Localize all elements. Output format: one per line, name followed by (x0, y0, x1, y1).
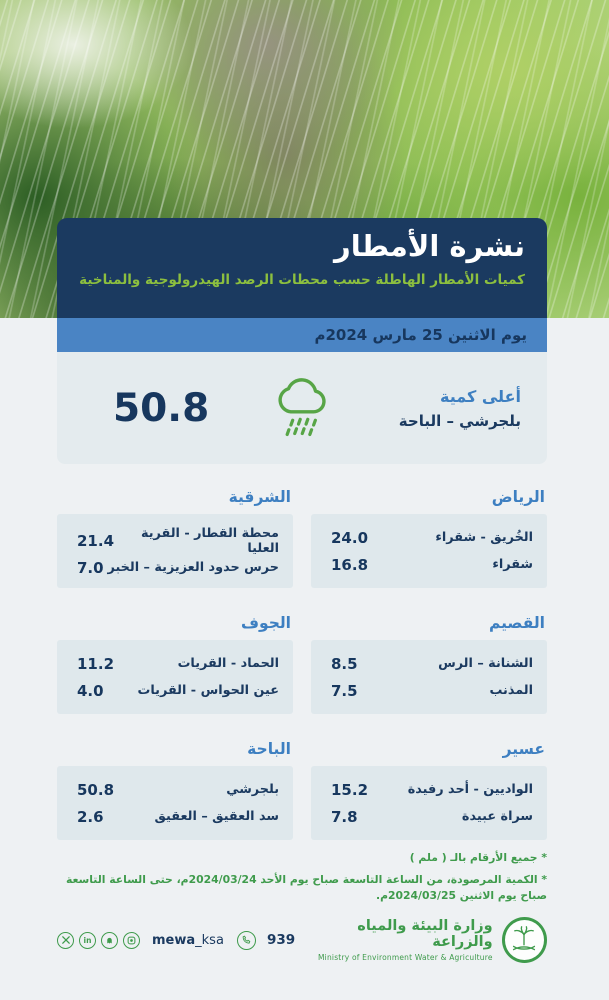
highlight-card: أعلى كمية بلجرشي – الباحة 50.8 (57, 352, 547, 464)
station-row: المذنب 7.5 (325, 682, 533, 700)
ministry-name-arabic: وزارة البيئة والمياه والزراعة (357, 918, 493, 950)
station-value: 24.0 (331, 528, 369, 547)
station-name: سد العقيق – العقيق (154, 809, 279, 824)
station-name: الشنانة – الرس (438, 656, 533, 671)
station-row: الحماد - القريات 11.2 (71, 655, 279, 673)
social-group: in mewa_ksa 939 (57, 930, 296, 950)
station-row: محطة القطار - القرية العليا 21.4 (71, 526, 279, 556)
footnote-units: * جميع الأرقام بالـ ( ملم ) (409, 851, 547, 864)
region-title: الرياض (491, 488, 545, 506)
phone-icon (236, 930, 256, 950)
phone-number: 939 (266, 932, 296, 948)
x-icon[interactable] (57, 931, 74, 949)
footnote-period: * الكمية المرصودة، من الساعة التاسعة صبا… (65, 872, 547, 903)
ministry-name-english: Ministry of Environment Water & Agricult… (318, 953, 493, 962)
social-handle[interactable]: mewa_ksa (152, 933, 224, 948)
station-name: المذنب (489, 683, 533, 698)
station-value: 2.6 (77, 807, 104, 826)
station-value: 21.4 (77, 531, 115, 550)
region-title: القصيم (488, 614, 545, 632)
region-eastern: الشرقية محطة القطار - القرية العليا 21.4… (57, 488, 293, 588)
region-riyadh: الرياض الخُريق - شقراء 24.0 شقراء 16.8 (311, 488, 547, 588)
station-value: 8.5 (331, 654, 358, 673)
footer: in mewa_ksa 939 وزارة البيئة والمياه وال… (57, 912, 547, 968)
date-bar: يوم الاثنين 25 مارس 2024م (57, 318, 547, 352)
highlight-text: أعلى كمية بلجرشي – الباحة (399, 387, 521, 430)
region-card: الواديين - أحد رفيدة 15.2 سراة عبيدة 7.8 (311, 766, 547, 840)
station-name: محطة القطار - القرية العليا (140, 525, 279, 556)
region-title: الشرقية (228, 488, 291, 506)
snapchat-icon[interactable] (101, 931, 118, 949)
region-card: الخُريق - شقراء 24.0 شقراء 16.8 (311, 514, 547, 588)
station-value: 4.0 (77, 681, 104, 700)
page-title: نشرة الأمطار (334, 229, 525, 263)
station-value: 50.8 (77, 780, 115, 799)
instagram-icon[interactable] (123, 931, 140, 949)
station-value: 7.0 (77, 558, 104, 577)
station-value: 7.5 (331, 681, 358, 700)
region-title: عسير (502, 740, 545, 758)
region-qassim: القصيم الشنانة – الرس 8.5 المذنب 7.5 (311, 614, 547, 714)
station-value: 16.8 (331, 555, 369, 574)
station-row: عين الحواس - القريات 4.0 (71, 682, 279, 700)
station-name: الحماد - القريات (177, 656, 279, 671)
cloud-rain-icon (270, 375, 338, 441)
station-row: الواديين - أحد رفيدة 15.2 (325, 781, 533, 799)
station-row: الخُريق - شقراء 24.0 (325, 529, 533, 547)
station-row: سد العقيق – العقيق 2.6 (71, 808, 279, 826)
region-card: الحماد - القريات 11.2 عين الحواس - القري… (57, 640, 293, 714)
station-name: بلجرشي (226, 782, 279, 797)
station-name: سراة عبيدة (461, 809, 533, 824)
station-value: 15.2 (331, 780, 369, 799)
title-panel: نشرة الأمطار كميات الأمطار الهاطلة حسب م… (57, 218, 547, 318)
region-title: الباحة (247, 740, 291, 758)
highlight-station: بلجرشي – الباحة (398, 411, 521, 430)
page-subtitle: كميات الأمطار الهاطلة حسب محطات الرصد ال… (79, 271, 525, 288)
handle-bold: mewa (152, 932, 196, 948)
region-card: محطة القطار - القرية العليا 21.4 حرس حدو… (57, 514, 293, 588)
footnotes: * جميع الأرقام بالـ ( ملم ) * الكمية الم… (57, 850, 547, 910)
highlight-label: أعلى كمية (440, 386, 521, 406)
station-row: الشنانة – الرس 8.5 (325, 655, 533, 673)
region-card: بلجرشي 50.8 سد العقيق – العقيق 2.6 (57, 766, 293, 840)
station-row: شقراء 16.8 (325, 556, 533, 574)
region-jouf: الجوف الحماد - القريات 11.2 عين الحواس -… (57, 614, 293, 714)
station-value: 11.2 (77, 654, 115, 673)
station-name: شقراء (492, 557, 533, 572)
region-title: الجوف (240, 614, 291, 632)
station-value: 7.8 (331, 807, 358, 826)
station-row: حرس حدود العزيزية – الخبر 7.0 (71, 559, 279, 577)
ministry-text: وزارة البيئة والمياه والزراعة Ministry o… (295, 918, 493, 962)
regions-grid: الرياض الخُريق - شقراء 24.0 شقراء 16.8 ا… (57, 488, 547, 840)
handle-rest: _ksa (195, 932, 224, 948)
station-name: الواديين - أحد رفيدة (407, 782, 533, 797)
region-asir: عسير الواديين - أحد رفيدة 15.2 سراة عبيد… (311, 740, 547, 840)
rainy-foliage-photo (0, 0, 609, 318)
station-row: بلجرشي 50.8 (71, 781, 279, 799)
station-name: الخُريق - شقراء (435, 530, 533, 545)
ministry-logo-group: وزارة البيئة والمياه والزراعة Ministry o… (295, 917, 547, 963)
station-name: حرس حدود العزيزية – الخبر (107, 560, 279, 575)
region-card: الشنانة – الرس 8.5 المذنب 7.5 (311, 640, 547, 714)
station-name: عين الحواس - القريات (137, 683, 279, 698)
ministry-emblem-icon (501, 917, 547, 963)
region-baha: الباحة بلجرشي 50.8 سد العقيق – العقيق 2.… (57, 740, 293, 840)
station-row: سراة عبيدة 7.8 (325, 808, 533, 826)
linkedin-icon[interactable]: in (79, 931, 96, 949)
highlight-value: 50.8 (113, 385, 210, 431)
